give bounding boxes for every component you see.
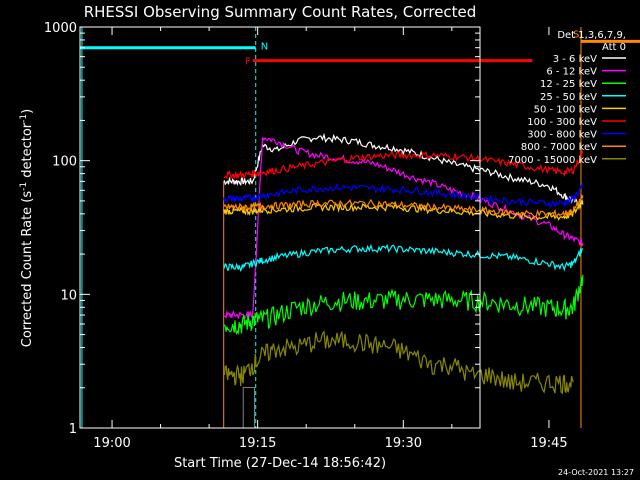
legend-label: 300 - 800 keV [527, 130, 597, 141]
x-tick-label: 19:45 [530, 436, 567, 451]
series-line [223, 181, 584, 209]
x-tick-label: 19:30 [385, 436, 422, 451]
legend-header-line: Det 1,3,6,7,9, [557, 30, 626, 41]
series-line [223, 243, 584, 273]
y-tick-label: 10 [60, 288, 77, 303]
y-tick-label: 100 [52, 155, 77, 170]
y-tick-label: 1 [69, 422, 77, 437]
y-axis-label: Corrected Count Rate (s-1 detector-1) [19, 109, 35, 347]
flag-label-S: S [573, 29, 579, 40]
legend-label: 7000 - 15000 keV [508, 155, 597, 166]
plot-frame [79, 26, 481, 429]
legend-label: 6 - 12 keV [546, 67, 597, 78]
flag-label-F: F [245, 57, 251, 68]
series-line [223, 194, 584, 219]
legend-label: 25 - 50 keV [540, 92, 597, 103]
chart-title: RHESSI Observing Summary Count Rates, Co… [84, 3, 477, 21]
footer-date: 24-Oct-2021 13:27 [558, 468, 634, 477]
legend-label: 12 - 25 keV [540, 79, 597, 90]
series-line [223, 274, 584, 336]
y-tick-label: 1000 [44, 21, 77, 36]
low-count-block [242, 387, 256, 429]
plot-area: NF S [80, 27, 640, 429]
legend-label: 800 - 7000 keV [521, 142, 597, 153]
flag-label-N: N [261, 42, 268, 53]
y-axis: 1 10 100 1000 [44, 21, 480, 437]
legend-label: 100 - 300 keV [527, 117, 597, 128]
legend-header-line: Att 0 [602, 42, 626, 53]
legend-label: 50 - 100 keV [534, 104, 598, 115]
x-axis-label: Start Time (27-Dec-14 18:56:42) [174, 456, 386, 471]
series-line [223, 132, 584, 208]
series-line [223, 330, 574, 395]
legend: Det 1,3,6,7,9,Att 0 3 - 6 keV 6 - 12 keV12… [508, 30, 626, 166]
series-line [223, 149, 584, 180]
legend-label: 3 - 6 keV [553, 54, 597, 65]
x-tick-label: 19:15 [239, 436, 276, 451]
x-tick-label: 19:00 [93, 436, 130, 451]
